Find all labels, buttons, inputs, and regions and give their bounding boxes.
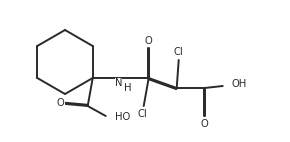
Text: Cl: Cl (174, 47, 184, 57)
Text: N: N (115, 78, 122, 88)
Text: O: O (201, 119, 209, 129)
Text: HO: HO (115, 112, 130, 122)
Text: O: O (145, 36, 153, 46)
Text: Cl: Cl (138, 109, 148, 119)
Text: H: H (124, 83, 131, 93)
Text: O: O (57, 98, 65, 108)
Text: OH: OH (232, 79, 247, 89)
